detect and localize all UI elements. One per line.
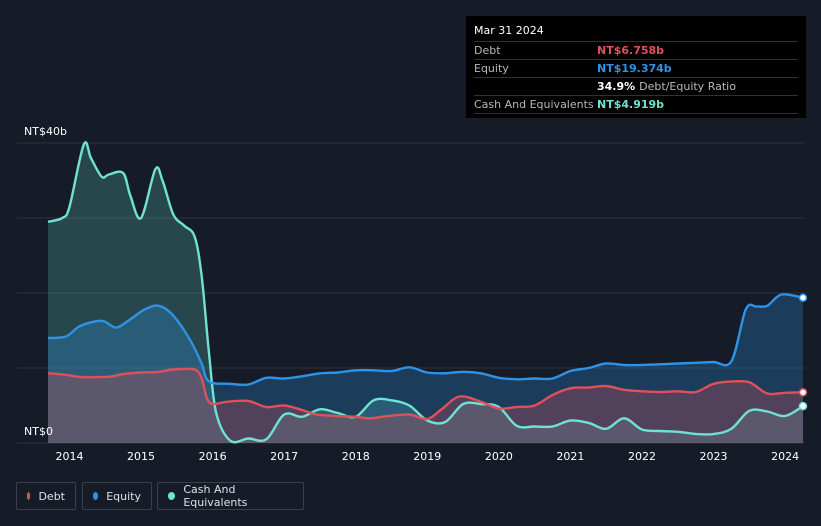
legend-equity-label: Equity — [106, 489, 141, 503]
y-tick-top: NT$40b — [24, 125, 67, 138]
tooltip-ratio-label: Debt/Equity Ratio — [639, 80, 736, 93]
tooltip-cash-value: NT$4.919b — [597, 98, 665, 111]
tooltip-equity-label: Equity — [474, 62, 509, 75]
area-equity — [48, 294, 803, 443]
legend-item-debt[interactable]: Debt — [16, 482, 76, 510]
tooltip-row-debt: Debt NT$6.758b — [474, 41, 798, 59]
end-markers — [798, 293, 808, 411]
x-tick-2015: 2015 — [127, 450, 155, 463]
tooltip-debt-value: NT$6.758b — [597, 44, 665, 57]
end-marker-equity — [798, 293, 808, 302]
tooltip-date: Mar 31 2024 — [474, 24, 544, 37]
x-tick-2019: 2019 — [413, 450, 441, 463]
x-tick-2022: 2022 — [628, 450, 656, 463]
debt-dot-icon — [27, 492, 31, 500]
tooltip-debt-label: Debt — [474, 44, 501, 57]
x-tick-2020: 2020 — [485, 450, 513, 463]
tooltip-panel: Mar 31 2024 Debt NT$6.758b Equity NT$19.… — [466, 16, 806, 118]
x-tick-2021: 2021 — [556, 450, 584, 463]
tooltip-cash-label: Cash And Equivalents — [474, 98, 594, 111]
tooltip-row-ratio: 34.9% Debt/Equity Ratio — [474, 77, 798, 95]
tooltip-row-cash: Cash And Equivalents NT$4.919b — [474, 95, 798, 114]
series-lines — [47, 141, 804, 444]
legend-item-equity[interactable]: Equity — [82, 482, 152, 510]
x-tick-2016: 2016 — [199, 450, 227, 463]
cash-dot-icon — [168, 492, 176, 500]
line-debt — [47, 367, 804, 421]
x-tick-2024: 2024 — [771, 450, 799, 463]
line-equity — [47, 293, 804, 387]
grid-lines — [17, 142, 805, 444]
legend-item-cash[interactable]: Cash And Equivalents — [157, 482, 304, 510]
tooltip-ratio-value: 34.9% — [597, 80, 636, 93]
x-tick-2014: 2014 — [55, 450, 83, 463]
x-tick-2023: 2023 — [700, 450, 728, 463]
x-tick-2017: 2017 — [270, 450, 298, 463]
equity-dot-icon — [93, 492, 99, 500]
end-marker-cash — [798, 401, 808, 411]
tooltip-equity-value: NT$19.374b — [597, 62, 672, 75]
legend-debt-label: Debt — [38, 489, 65, 503]
tooltip-row-equity: Equity NT$19.374b — [474, 59, 798, 77]
area-cash — [48, 142, 803, 443]
x-tick-2018: 2018 — [342, 450, 370, 463]
end-marker-debt — [798, 388, 808, 397]
y-tick-bottom: NT$0 — [24, 425, 53, 438]
legend-cash-label: Cash And Equivalents — [183, 483, 248, 509]
